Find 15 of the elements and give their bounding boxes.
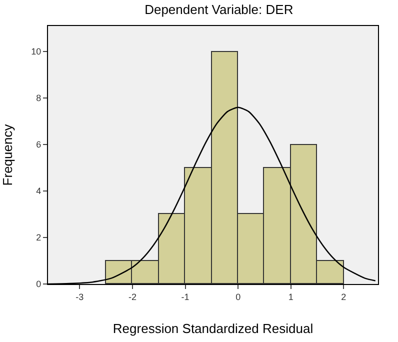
x-tick-label: -1 [181, 292, 190, 302]
y-tick-label: 10 [31, 46, 42, 57]
x-tick-label: -3 [76, 292, 84, 302]
x-tick-label: 1 [288, 292, 294, 302]
y-tick-label: 4 [36, 186, 42, 196]
x-tick-label: -2 [128, 292, 136, 302]
y-tick-label: 6 [36, 140, 42, 150]
y-tick-label: 0 [36, 279, 42, 290]
x-tick-label: 2 [341, 292, 346, 302]
y-tick-label: 2 [36, 232, 42, 243]
chart-title: Dependent Variable: DER [144, 2, 294, 18]
y-axis-title: Frequency [0, 124, 15, 186]
x-axis-title: Regression Standardized Residual [112, 321, 314, 336]
y-tick-label: 8 [36, 93, 42, 104]
x-tick-label: 0 [236, 292, 241, 302]
